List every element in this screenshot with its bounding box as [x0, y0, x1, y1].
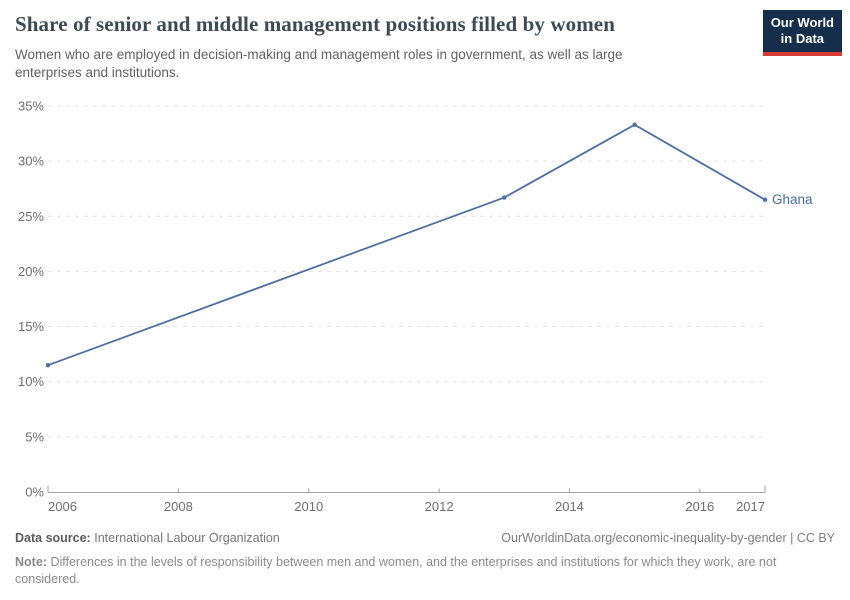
- data-point-marker: [502, 195, 507, 200]
- footer-note: Note: Differences in the levels of respo…: [15, 554, 820, 588]
- owid-logo-line2: in Data: [780, 31, 825, 47]
- data-source: Data source: International Labour Organi…: [15, 530, 280, 547]
- y-axis-label: 10%: [18, 374, 44, 389]
- y-axis-label: 0%: [25, 485, 44, 500]
- series-label-ghana: Ghana: [772, 192, 813, 207]
- x-axis-label: 2016: [685, 499, 714, 514]
- footer-source-row: Data source: International Labour Organi…: [15, 530, 835, 547]
- x-axis-label: 2006: [48, 499, 77, 514]
- y-axis-label: 30%: [18, 154, 44, 169]
- chart-title: Share of senior and middle management po…: [15, 12, 615, 36]
- x-axis-label: 2017: [736, 499, 765, 514]
- license-text: OurWorldinData.org/economic-inequality-b…: [501, 531, 835, 545]
- x-axis-label: 2014: [555, 499, 584, 514]
- y-axis-label: 35%: [18, 99, 44, 114]
- data-line-ghana: [47, 123, 766, 367]
- note-value: Differences in the levels of responsibil…: [15, 554, 777, 586]
- data-point-marker: [762, 197, 768, 202]
- x-axis-label: 2012: [425, 499, 454, 514]
- y-axis-label: 20%: [18, 264, 44, 279]
- chart-subtitle: Women who are employed in decision-makin…: [15, 47, 623, 81]
- x-axis-label: 2010: [294, 499, 323, 514]
- y-axis-label: 15%: [18, 319, 44, 334]
- note-label: Note:: [15, 554, 47, 569]
- x-axis-label: 2008: [164, 499, 193, 514]
- owid-logo: Our World in Data: [762, 10, 842, 56]
- data-source-value: International Labour Organization: [94, 531, 280, 545]
- data-point-marker: [45, 362, 51, 368]
- owid-logo-line1: Our World: [770, 15, 834, 30]
- chart-header: Share of senior and middle management po…: [15, 10, 842, 82]
- y-axis-label: 5%: [25, 429, 44, 444]
- line-chart: 0% 5% 10% 15% 20% 25% 30% 35% 2006 2008 2010 2012 20…: [18, 99, 813, 515]
- chart-footer: Data source: International Labour Organi…: [15, 530, 835, 588]
- data-source-label: Data source:: [15, 531, 91, 545]
- data-point-marker: [632, 122, 637, 127]
- y-axis-label: 25%: [18, 209, 44, 224]
